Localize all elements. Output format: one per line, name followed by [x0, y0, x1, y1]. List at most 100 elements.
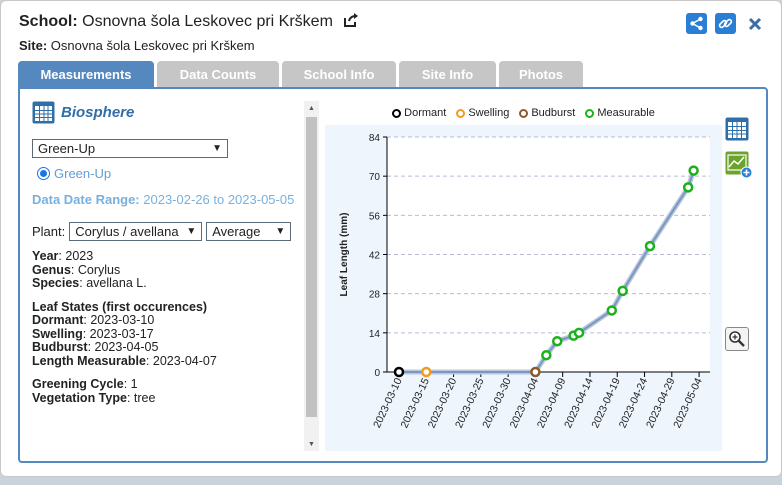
legend-marker: [519, 108, 529, 118]
table-view-button[interactable]: [725, 117, 753, 144]
date-range: Data Date Range: 2023-02-26 to 2023-05-0…: [32, 189, 302, 210]
tab-measurements[interactable]: Measurements: [18, 61, 154, 87]
data-point-measurable: [617, 285, 628, 297]
chart-container: Dormant Swelling Budburst Measurable 0 14…: [325, 101, 722, 451]
data-point-measurable: [644, 240, 656, 252]
data-point-budburst: [530, 366, 541, 378]
protocol-header: Biosphere: [32, 101, 302, 124]
budburst-value: 2023-04-05: [94, 340, 159, 354]
close-button[interactable]: [744, 13, 765, 34]
vegtype-value: tree: [133, 390, 156, 405]
y-tick-label: 14: [369, 329, 381, 340]
measurable-value: 2023-04-07: [152, 353, 217, 368]
measurement-select-value: Green-Up: [38, 141, 96, 156]
scroll-thumb[interactable]: [306, 117, 317, 417]
measurable-label: Length Measurable: [32, 353, 146, 368]
plant-info: Year: 2023 Genus: Corylus Species: avell…: [32, 249, 217, 405]
school-title: School: Osnovna šola Leskovec pri Krškem: [19, 13, 359, 33]
budburst-label: Budburst: [32, 340, 88, 354]
data-point-measurable: [551, 335, 563, 347]
scroll-up-icon[interactable]: ▲: [308, 104, 315, 112]
legend-label: Measurable: [597, 107, 655, 119]
chart-legend: Dormant Swelling Budburst Measurable: [325, 101, 722, 125]
cycle-value: 1: [130, 377, 138, 391]
table-icon: [725, 117, 749, 141]
plant-select[interactable]: Corylus / avellana ▼: [69, 222, 203, 241]
legend-item[interactable]: Budburst: [519, 107, 575, 119]
range-label: Data Date Range:: [32, 192, 140, 207]
legend-label: Budburst: [531, 107, 576, 119]
swelling-value: 2023-03-17: [89, 326, 154, 341]
y-tick-label: 70: [369, 172, 381, 183]
vegtype-label: Vegetation Type: [32, 390, 127, 405]
data-point-measurable: [682, 182, 694, 193]
dormant-label: Dormant: [32, 313, 84, 327]
controls-column: Biosphere Green-Up ▼ Green-Up Data Date …: [32, 101, 302, 451]
legend-marker: [392, 108, 402, 118]
data-point-measurable: [573, 327, 585, 339]
link-icon: [718, 18, 733, 29]
stat-select[interactable]: Average ▼: [206, 222, 292, 241]
stat-select-value: Average: [212, 224, 261, 239]
legend-item[interactable]: Swelling: [456, 107, 509, 119]
protocol-title: Biosphere: [61, 104, 135, 121]
add-chart-icon: [725, 151, 753, 179]
plant-row: Plant: Corylus / avellana ▼ Average ▼: [32, 222, 302, 241]
chevron-down-icon: ▼: [212, 143, 222, 154]
genus-value: Corylus: [77, 262, 121, 277]
share-icon: [690, 16, 703, 31]
close-icon: [748, 17, 761, 30]
school-name: Osnovna šola Leskovec pri Krškem: [82, 13, 333, 30]
site-line: Site: Osnovna šola Leskovec pri Krškem: [19, 38, 255, 53]
y-tick-label: 42: [369, 251, 381, 262]
map-background: [0, 477, 782, 485]
legend-label: Swelling: [468, 107, 510, 119]
y-tick-label: 56: [369, 211, 381, 222]
legend-item[interactable]: Dormant: [392, 107, 446, 119]
plant-label: Plant:: [32, 224, 66, 239]
green-up-radio-row[interactable]: Green-Up: [37, 166, 302, 181]
site-label: Site:: [19, 38, 48, 53]
site-name: Osnovna šola Leskovec pri Krškem: [50, 38, 255, 53]
legend-marker: [456, 108, 466, 118]
chevron-down-icon: ▼: [186, 226, 197, 237]
y-tick-label: 84: [369, 133, 381, 144]
genus-label: Genus: [32, 262, 71, 277]
legend-item[interactable]: Measurable: [585, 107, 655, 119]
scroll-down-icon[interactable]: ▼: [308, 440, 315, 448]
chevron-down-icon: ▼: [275, 226, 286, 237]
measurement-select[interactable]: Green-Up ▼: [32, 139, 228, 158]
y-tick-label: 28: [369, 290, 381, 301]
school-label: School:: [19, 13, 78, 30]
species-value: avellana L.: [86, 276, 147, 290]
tab-data-counts[interactable]: Data Counts: [157, 61, 279, 87]
data-point-measurable: [688, 165, 699, 176]
zoom-in-icon: [729, 331, 745, 347]
external-link-icon[interactable]: [343, 13, 359, 33]
table-icon: [32, 101, 55, 124]
tab-site-info[interactable]: Site Info: [399, 61, 496, 87]
tab-photos[interactable]: Photos: [499, 61, 583, 87]
green-up-radio[interactable]: [37, 167, 50, 180]
year-label: Year: [32, 249, 59, 263]
data-point-measurable: [606, 305, 618, 316]
radio-label: Green-Up: [54, 166, 112, 181]
species-label: Species: [32, 276, 80, 290]
swelling-label: Swelling: [32, 326, 83, 341]
legend-marker: [585, 108, 595, 118]
zoom-button[interactable]: [725, 327, 749, 351]
y-axis-label: Leaf Length (mm): [339, 213, 350, 297]
leaf-length-chart: 01428425670842023-03-102023-03-152023-03…: [325, 125, 722, 451]
measurements-panel: Biosphere Green-Up ▼ Green-Up Data Date …: [18, 87, 768, 463]
link-button[interactable]: [715, 13, 736, 34]
tab-bar: Measurements Data Counts School Info Sit…: [18, 61, 583, 87]
range-value: 2023-02-26 to 2023-05-05: [143, 192, 295, 207]
plant-select-value: Corylus / avellana: [75, 224, 179, 239]
left-scrollbar[interactable]: ▲ ▼: [304, 101, 319, 451]
add-chart-button[interactable]: [725, 151, 753, 182]
dormant-value: 2023-03-10: [90, 313, 155, 327]
tab-school-info[interactable]: School Info: [282, 61, 396, 87]
data-point-measurable: [541, 349, 552, 361]
share-button[interactable]: [686, 13, 707, 34]
